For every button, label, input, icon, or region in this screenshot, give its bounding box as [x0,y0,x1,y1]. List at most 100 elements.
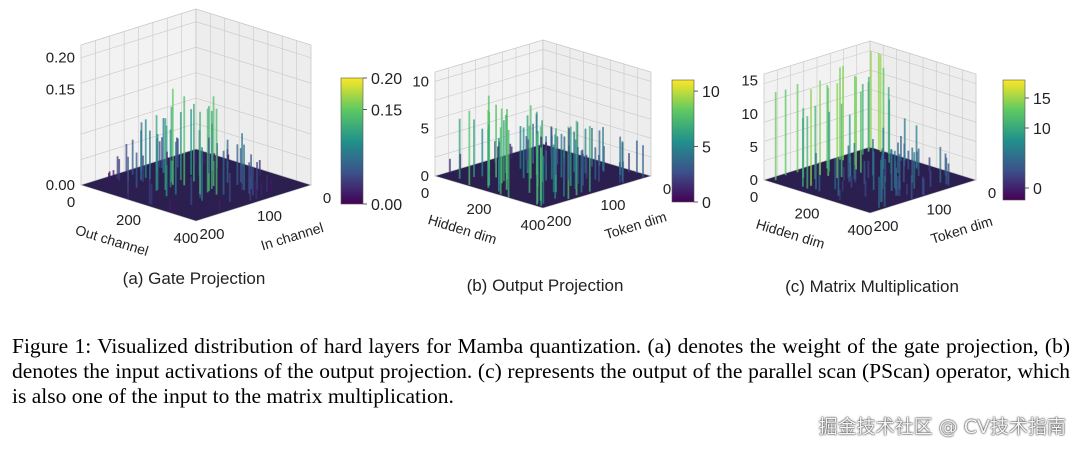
wall-gridline [80,97,312,135]
surface-spike [473,119,475,178]
surface-spike [882,127,885,170]
surface-spike [179,112,182,181]
surface-spike [125,143,128,172]
colorbar-tick-label: 0 [702,195,711,212]
wall-gridline [80,21,312,59]
colorbar [671,79,695,203]
surface-spike [585,154,588,175]
surface-spike [243,144,245,191]
surface-spike [227,154,230,162]
surface-spike [498,141,501,184]
surface-spike [575,120,578,196]
surface-spike [265,175,268,192]
surface-spike [917,148,920,176]
y-tick-label: 200 [546,213,571,230]
surface-spike [774,91,777,181]
surface-spike [869,51,872,149]
x-tick-label: 0 [67,194,75,211]
colorbar [1002,79,1026,201]
surface-spike [207,203,210,212]
surface-spike [893,150,896,189]
surface-spike [166,151,168,166]
surface-spike [939,146,942,183]
surface-spike [878,176,880,208]
surface-spike [127,182,130,200]
surface-spike [855,76,857,170]
surface-spike [848,162,850,182]
surface-spike [495,104,497,178]
wall-gridline [434,124,652,158]
surface-spike [218,199,221,212]
surface-spike [853,143,856,180]
surface-spike [116,156,119,179]
surface-spike [256,162,258,190]
surface-spike [837,157,840,196]
surface-spike [449,158,451,173]
surface-spike [921,176,924,195]
z-tick-label: 0 [421,168,429,185]
surface-spike [834,158,837,190]
surface-spike [112,170,115,178]
surface-spike [898,153,901,190]
z-tick-label: 10 [741,106,758,123]
surface-spike [510,146,513,159]
surface-spike [929,171,932,188]
surface-spike [582,153,584,186]
surface-spike [555,149,558,175]
surface-spike [910,175,913,199]
surface-spike [170,156,173,161]
surface-spike [222,150,225,195]
surface-spike [887,87,890,154]
surface-spike [850,177,853,188]
y-tick-label: 200 [199,226,224,243]
surface-spike [573,131,576,173]
surface-spike [150,184,153,205]
surface-spike [560,133,563,178]
wall-gridline [763,50,977,84]
surface-spike [195,154,198,162]
surface-spike [497,146,499,160]
surface-spike [552,144,555,193]
surface-spike [164,118,167,190]
x-tick-label: 400 [847,222,872,239]
y-tick-label: 0 [988,185,996,202]
surface-spike [174,204,177,212]
surface-spike [584,128,587,174]
surface-spike [815,152,817,190]
x-tick-label: 0 [750,189,758,206]
floor-surface [762,146,978,214]
x-tick-label: 200 [116,212,141,229]
surface-spike [536,134,538,205]
surface-spike [207,137,210,174]
surface-spike [847,145,850,178]
surface-spike [580,150,583,193]
surface-spike [567,145,570,181]
y-tick-label: 0 [663,181,671,198]
surface-spike [597,155,600,182]
surface-spike [135,152,138,188]
surface-spike [594,147,597,180]
surface-spike [155,115,158,191]
surface-spike [839,67,841,160]
surface-spike [867,160,870,179]
surface-spike [192,103,195,182]
surface-spike [911,147,914,183]
surface-spike [258,160,261,176]
surface-spike [180,212,183,214]
surface-spike [784,89,787,176]
surface-spike [183,96,186,186]
surface-spike [881,183,883,202]
surface-spike [542,155,545,204]
figure-caption: Figure 1: Visualized distribution of hard… [12,334,1070,409]
colorbar-tick-label: 15 [1033,91,1051,108]
colorbar-tick-label: 10 [702,84,720,101]
surface-spike [228,173,231,203]
surface-spike [270,179,273,190]
surface-spike [241,166,244,190]
wall-gridline [434,68,652,101]
surface-spike [509,143,512,154]
surface-spike [161,137,163,169]
surface-spike [928,157,931,172]
surface-spike [241,133,243,184]
